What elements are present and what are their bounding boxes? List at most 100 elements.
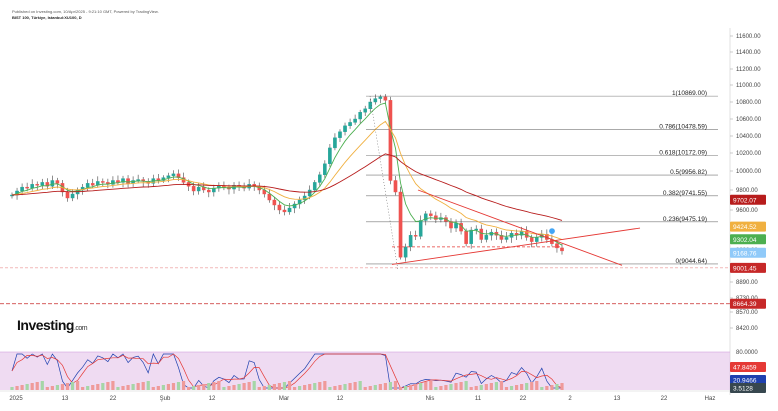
price-tick-label: 10400.00 — [736, 134, 762, 140]
volume-bar — [151, 387, 155, 390]
volume-bar — [454, 383, 458, 390]
volume-bar — [429, 381, 433, 390]
volume-bar — [292, 387, 297, 390]
candle-body — [282, 209, 287, 213]
candle-body — [206, 189, 211, 193]
volume-bar — [414, 384, 418, 390]
price-tick-label: 11400.00 — [736, 50, 761, 56]
investing-logo: Investing.com — [17, 317, 88, 333]
candle-body — [429, 213, 433, 216]
candle-body — [297, 199, 302, 205]
volume-bar — [166, 384, 171, 390]
volume-bar — [81, 387, 85, 390]
price-badge-label: 8664.39 — [733, 301, 757, 308]
stoch-d-line — [11, 353, 563, 389]
candle-body — [287, 207, 292, 213]
volume-bar — [489, 383, 493, 390]
candle-body — [449, 221, 453, 229]
volume-bar — [358, 381, 362, 390]
stoch-badge-label: 20.9466 — [733, 378, 757, 385]
time-tick-label: 13 — [614, 396, 621, 402]
price-tick-label: 8420.00 — [736, 326, 758, 332]
volume-bar — [363, 387, 367, 390]
time-tick-label: 2 — [568, 396, 572, 402]
volume-bar — [277, 383, 282, 390]
stoch-badge-label: 47.8459 — [733, 365, 757, 372]
time-tick-label: Haz — [705, 396, 716, 402]
candle-body — [413, 235, 418, 237]
price-tick-label: 11200.00 — [736, 67, 761, 73]
time-tick-label: 2025 — [9, 396, 23, 402]
volume-bar — [393, 381, 398, 390]
volume-bar — [242, 383, 246, 390]
volume-bar — [514, 385, 519, 390]
price-tick-label: 8570.00 — [736, 310, 758, 316]
time-tick-label: Nis — [426, 396, 435, 402]
volume-bar — [378, 384, 382, 390]
candle-body — [348, 122, 352, 127]
fib-level-label: 0.786(10478.59) — [659, 123, 707, 130]
candle-body — [267, 193, 272, 201]
candle-body — [403, 246, 408, 258]
volume-bar — [525, 383, 529, 390]
candle-body — [560, 247, 564, 252]
volume-bar — [353, 382, 357, 390]
volume-bar — [464, 381, 468, 390]
price-badge — [730, 298, 766, 309]
ema-mid-line — [11, 120, 563, 241]
price-tick-label: 8890.00 — [736, 280, 758, 286]
volume-bar — [449, 384, 453, 390]
stoch-badge-label: 3.5128 — [733, 386, 753, 393]
volume-bar — [101, 383, 105, 390]
volume-bar — [131, 384, 135, 390]
volume-bar — [202, 384, 206, 390]
volume-bar — [343, 384, 347, 390]
fib-level-label: 0.618(10172.09) — [659, 150, 707, 157]
chart-symbol-title: BIST 100, Türkiye, Istanbul:XU100, D — [12, 15, 82, 20]
volume-bar — [176, 382, 181, 390]
candle-body — [393, 180, 398, 193]
volume-bar — [25, 384, 29, 390]
candle-body — [302, 195, 307, 201]
candle-body — [363, 108, 368, 113]
ema-short-line — [11, 102, 563, 246]
candle-body — [328, 147, 332, 164]
candle-body — [373, 98, 378, 103]
price-badge-label: 9702.07 — [733, 197, 757, 204]
candle-body — [70, 193, 75, 199]
candle-body — [423, 213, 428, 221]
candle-body — [40, 182, 45, 186]
candle-body — [191, 185, 196, 192]
volume-bar — [474, 386, 478, 390]
candle-body — [398, 191, 403, 258]
volume-bar — [70, 382, 75, 390]
volume-bar — [499, 381, 504, 390]
volume-bar — [96, 384, 100, 390]
volume-bar — [121, 386, 125, 390]
volume-bar — [227, 386, 231, 390]
candle-body — [408, 235, 413, 248]
stoch-tick-label: 80.0000 — [736, 350, 758, 356]
volume-bar — [530, 382, 534, 390]
volume-bar — [555, 384, 559, 390]
price-tick-label: 9600.00 — [736, 208, 758, 214]
fib-level-label: 0.5(9956.82) — [670, 169, 707, 176]
volume-bar — [146, 381, 150, 390]
candle-body — [121, 178, 125, 183]
volume-bar — [439, 386, 443, 390]
volume-bar — [535, 381, 539, 390]
candle-body — [358, 111, 362, 120]
candle-body — [353, 118, 357, 123]
volume-bar — [156, 386, 160, 390]
chart-published-note: Published on Investing.com, 10/Apr/2025 … — [12, 9, 159, 14]
volume-bar — [313, 383, 317, 390]
volume-bar — [303, 385, 307, 390]
volume-bar — [161, 385, 165, 390]
time-tick-label: 13 — [62, 396, 69, 402]
candle-body — [555, 243, 559, 249]
volume-bar — [298, 386, 302, 390]
volume-bar — [136, 383, 140, 390]
volume-bar — [545, 386, 549, 390]
volume-bar — [111, 381, 115, 390]
